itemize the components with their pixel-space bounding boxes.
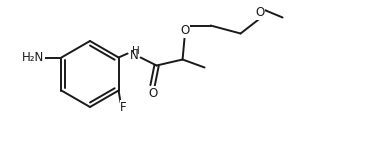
Text: H₂N: H₂N: [22, 51, 45, 64]
Text: H: H: [132, 46, 140, 56]
Text: F: F: [120, 101, 127, 114]
Text: O: O: [148, 87, 157, 100]
Text: N: N: [130, 49, 139, 62]
Text: O: O: [180, 24, 189, 37]
Text: O: O: [255, 6, 264, 19]
